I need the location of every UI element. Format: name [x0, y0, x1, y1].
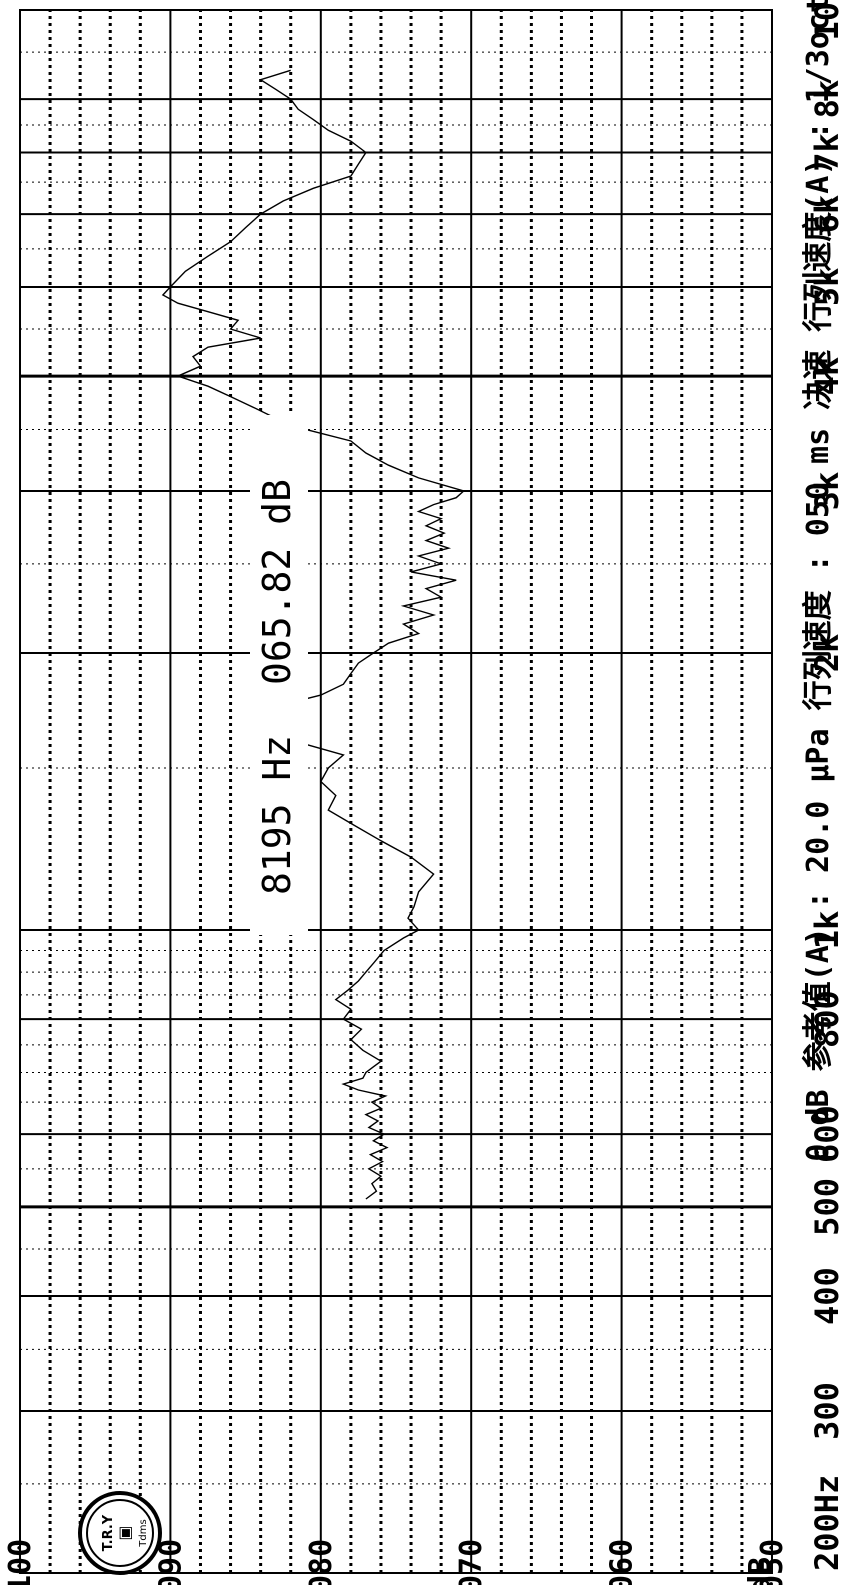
try-logo-icon: T.R.Y ▣ Tdms [78, 1491, 162, 1575]
x-tick-label: 600 [808, 1105, 846, 1163]
x-tick-label: 7k [808, 133, 846, 172]
x-tick-label: 500 [808, 1178, 846, 1236]
cursor-readout-box [250, 415, 308, 935]
y-tick-label: 050 [755, 1539, 790, 1585]
x-tick-label: 400 [808, 1267, 846, 1325]
y-tick-label: 080 [304, 1539, 339, 1585]
y-tick-label: 100 [3, 1539, 38, 1585]
x-tick-label: 6k [808, 195, 846, 234]
x-tick-label: 1k [808, 911, 846, 950]
cursor-frequency: 8195 Hz [255, 735, 299, 895]
logo-top-text: T.R.Y [101, 1514, 116, 1551]
x-tick-label: 300 [808, 1382, 846, 1440]
series-line [161, 69, 466, 1200]
y-tick-label: 070 [454, 1539, 489, 1585]
svg-text:▣: ▣ [115, 1525, 134, 1540]
x-tick-label: 10 [808, 2, 846, 41]
x-tick-label: 200Hz [808, 1475, 846, 1571]
x-tick-label: 4k [808, 357, 846, 396]
y-tick-label: 060 [605, 1539, 640, 1585]
y-tick-label: 090 [153, 1539, 188, 1585]
x-tick-label: 3k [808, 472, 846, 511]
x-tick-label: 8k [808, 80, 846, 119]
logo-bottom-text: Tdms [138, 1519, 149, 1547]
header-settings-text: 0 dB 参考值(A) : 20.0 μPa 行列速度 : 050 ms 决速 … [801, 0, 836, 1162]
cursor-level: 065.82 dB [255, 479, 299, 685]
x-tick-label: 800 [808, 990, 846, 1048]
plot-frame [19, 9, 773, 1574]
x-axis: 200Hz 300 400 500 600 800 1k 2k 3k 4k 5k 6k 7k 8k 10 [808, 2, 846, 1571]
y-axis: 100 090 080 070 060 050 [3, 1539, 790, 1585]
x-tick-label: 5k [808, 268, 846, 307]
y-axis-unit: dB [743, 1557, 778, 1585]
grid [19, 9, 773, 1574]
x-tick-label: 2k [808, 634, 846, 673]
